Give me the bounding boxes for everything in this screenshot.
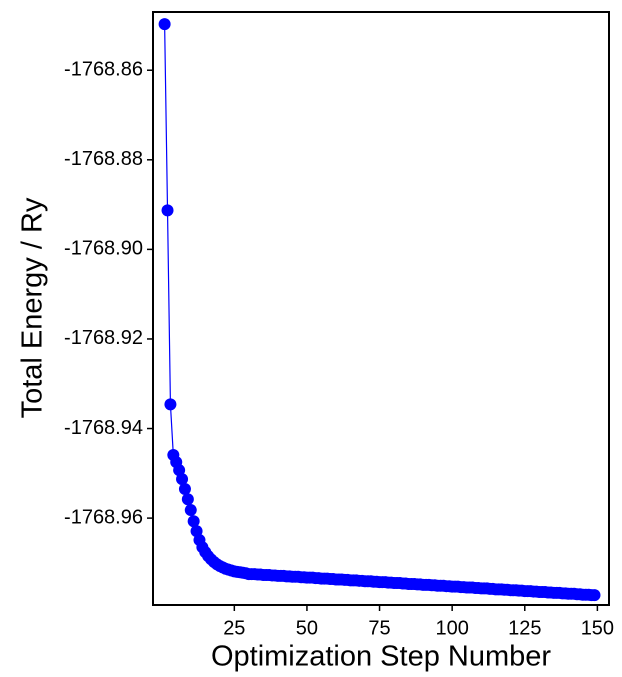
- y-tick-label: -1768.90: [64, 238, 143, 260]
- y-tick-label: -1768.88: [64, 148, 143, 170]
- y-tick-label: -1768.86: [64, 59, 143, 81]
- data-point: [178, 482, 191, 495]
- data-point: [181, 493, 194, 506]
- y-tick-label: -1768.96: [64, 506, 143, 528]
- y-axis-title: Total Energy / Ry: [17, 197, 49, 418]
- x-tick-label: 50: [296, 617, 318, 639]
- x-tick-label: 100: [435, 617, 468, 639]
- plot-frame: [152, 11, 610, 606]
- x-tick-label: 125: [508, 617, 541, 639]
- data-line: [164, 24, 595, 596]
- x-tick-label: 25: [223, 617, 245, 639]
- x-tick-label: 150: [581, 617, 614, 639]
- data-point: [164, 398, 177, 411]
- y-tick-label: -1768.92: [64, 327, 143, 349]
- data-point: [158, 18, 171, 31]
- y-tick-label: -1768.94: [64, 417, 143, 439]
- data-point: [161, 204, 174, 217]
- x-tick-label: 75: [368, 617, 390, 639]
- data-point: [187, 515, 200, 528]
- data-point: [588, 589, 601, 602]
- data-point: [176, 473, 189, 486]
- data-point: [184, 504, 197, 517]
- x-axis-title: Optimization Step Number: [211, 641, 551, 673]
